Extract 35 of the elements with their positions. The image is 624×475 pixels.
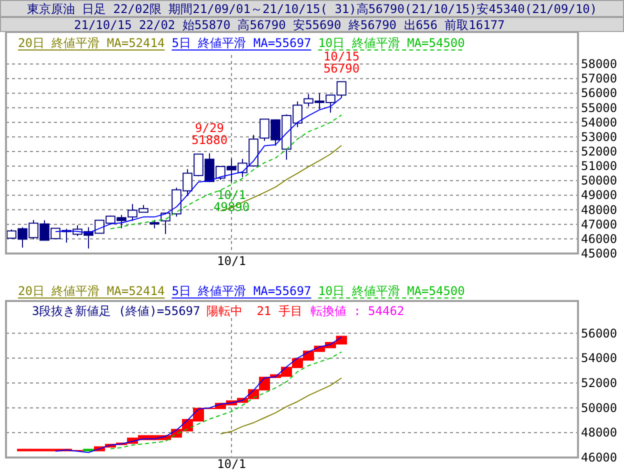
annotation: 転換値 : 54462	[310, 304, 404, 318]
ytick: 48000	[581, 202, 618, 217]
ytick: 56000	[581, 86, 618, 100]
title: 3段抜き新値足 (終値)=55697	[32, 304, 200, 318]
ytick: 55000	[581, 100, 618, 115]
ytick: 47000	[581, 217, 618, 232]
ytick: 54000	[581, 351, 618, 366]
ytick: 52000	[581, 144, 618, 158]
ytick: 57000	[581, 72, 618, 86]
annotation: 陽転中 21 手目	[206, 304, 302, 318]
ytick: 52000	[581, 376, 618, 390]
xtick: 10/1	[217, 254, 246, 268]
ytick: 46000	[581, 450, 618, 464]
subtitle: 21/10/15 22/02 始55870 高56790 安55690 終56790 出656 前取16177	[74, 18, 505, 32]
ytick: 54000	[581, 115, 618, 130]
legend-label: 20日 終値平滑 MA=52414	[18, 36, 165, 50]
legend-label: 5日 終値平滑 MA=55697	[172, 284, 312, 298]
title: 東京原油 日足 22/02限 期間21/09/01～21/10/15( 31)高56790(21/10/15)安45340(21/09/10)	[26, 2, 598, 16]
annotation: 10/15 56790	[323, 50, 360, 76]
ytick: 48000	[581, 426, 618, 440]
legend-label: 10日 終値平滑 MA=54500	[318, 36, 465, 50]
ytick: 50000	[581, 400, 618, 415]
ytick: 46000	[581, 232, 618, 246]
ytick: 53000	[581, 130, 618, 144]
xtick: 10/1	[217, 457, 246, 471]
annotation: 9/29 51880	[191, 121, 228, 148]
ytick: 58000	[581, 57, 618, 72]
ytick: 51000	[581, 159, 618, 174]
legend-label: 20日 終値平滑 MA=52414	[18, 284, 165, 298]
legend-label: 5日 終値平滑 MA=55697	[172, 36, 312, 50]
ytick: 56000	[581, 326, 618, 340]
ytick: 45000	[581, 246, 618, 260]
legend-label: 10日 終値平滑 MA=54500	[318, 284, 465, 298]
ytick: 50000	[581, 174, 618, 188]
ytick: 49000	[581, 188, 618, 202]
